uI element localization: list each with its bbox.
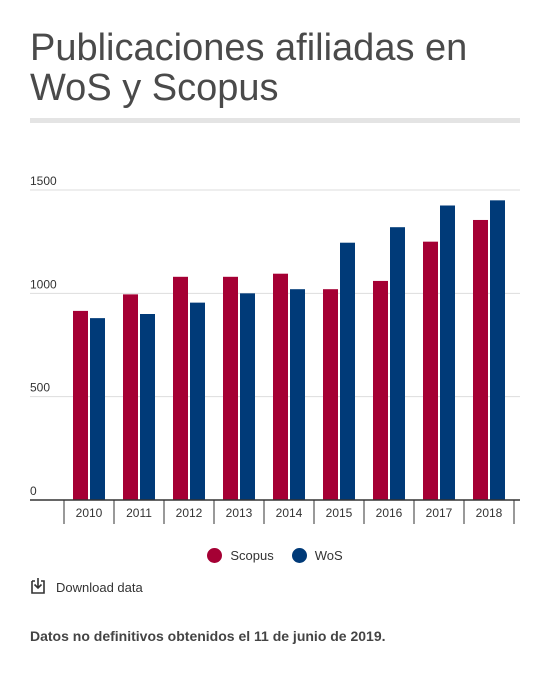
bar-scopus-2011 [123,294,138,500]
x-tick-label-2016: 2016 [376,506,403,520]
y-tick-label-0: 0 [30,484,37,498]
y-tick-label-500: 500 [30,381,50,395]
bar-scopus-2015 [323,289,338,500]
bar-wos-2015 [340,242,355,500]
bar-wos-2013 [240,293,255,500]
footnote: Datos no definitivos obtenidos el 11 de … [30,628,386,644]
bar-scopus-2016 [373,280,388,500]
bar-wos-2010 [90,318,105,500]
page-title: Publicaciones afiliadas en WoS y Scopus [30,27,468,109]
bar-wos-2018 [490,200,505,501]
bar-chart: 0 500 1000 1500 2010 2011 2012 2013 2014 2015 2016… [30,174,520,524]
legend-swatch-wos [291,548,307,563]
x-tick-label-2012: 2012 [176,506,203,520]
legend-label-wos: WoS [314,548,343,563]
x-tick-label-2013: 2013 [226,506,253,520]
bar-scopus-2014 [273,273,288,500]
y-tick-label-1000: 1000 [30,277,57,291]
bar-wos-2011 [140,314,155,500]
download-data-link[interactable]: Download data [30,577,143,598]
bar-scopus-2012 [173,276,188,500]
x-tick-label-2010: 2010 [76,506,103,520]
x-tick-label-2015: 2015 [326,506,353,520]
bar-scopus-2018 [473,219,488,500]
download-icon [30,577,46,598]
bar-wos-2014 [290,289,305,500]
legend-swatch-scopus [207,548,223,563]
bar-wos-2016 [390,227,405,500]
bar-wos-2012 [190,302,205,500]
legend-label-scopus: Scopus [230,548,274,563]
bar-scopus-2010 [73,310,88,500]
x-tick-label-2011: 2011 [126,506,152,520]
bar-wos-2017 [440,205,455,500]
y-tick-label-1500: 1500 [30,174,57,188]
legend-item-scopus[interactable]: Scopus [207,548,274,563]
title-divider [30,118,520,123]
x-tick-label-2017: 2017 [426,506,453,520]
legend-item-wos[interactable]: WoS [291,548,343,563]
x-tick-label-2014: 2014 [276,506,303,520]
legend: Scopus WoS [0,548,550,563]
bar-scopus-2013 [223,276,238,500]
x-tick-label-2018: 2018 [476,506,503,520]
bar-scopus-2017 [423,241,438,500]
download-data-label: Download data [56,580,143,595]
